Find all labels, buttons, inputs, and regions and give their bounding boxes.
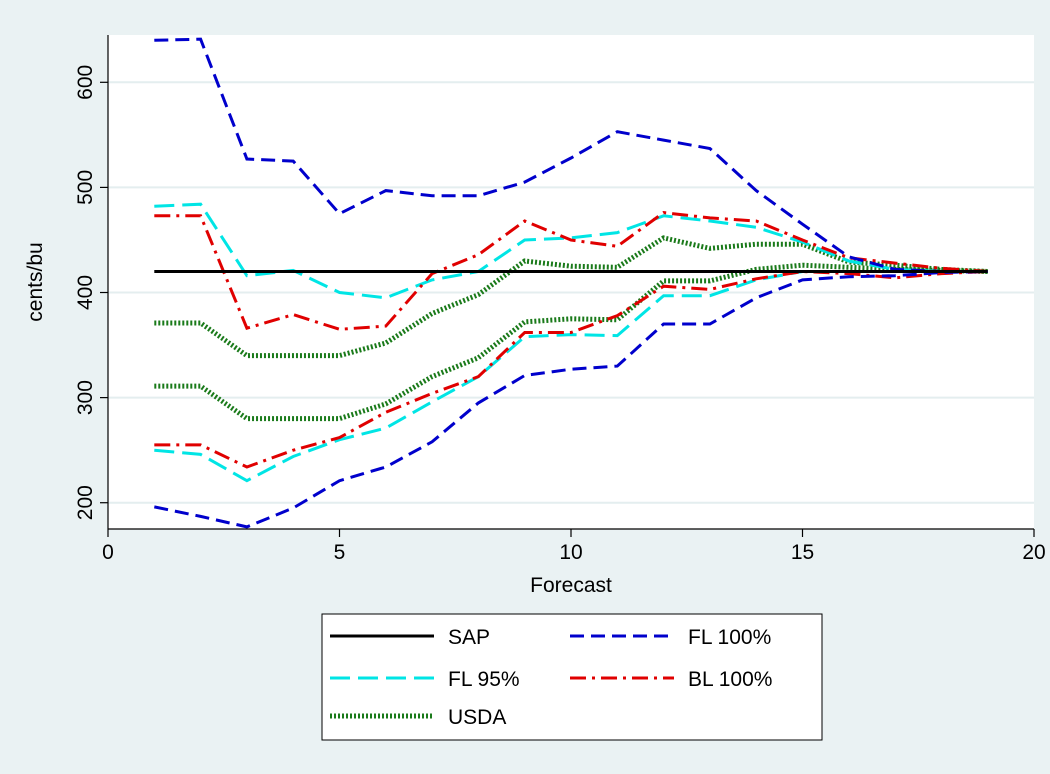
y-tick-label: 200 — [74, 485, 97, 520]
y-tick-label: 600 — [74, 65, 97, 100]
y-tick-label: 400 — [74, 275, 97, 310]
legend-label: SAP — [448, 626, 490, 649]
series-line-usda-upper — [154, 235, 988, 359]
x-tick-label: 0 — [102, 541, 114, 564]
x-tick-label: 15 — [791, 541, 814, 564]
series-line-bl-100--lower — [154, 269, 988, 469]
series-line-fl-100--upper — [154, 37, 988, 273]
series-line-fl-100--lower — [153, 270, 988, 529]
y-tick-label: 500 — [74, 170, 97, 205]
legend-label: BL 100% — [688, 668, 772, 691]
legend-label: FL 100% — [688, 626, 771, 649]
plot-area — [108, 35, 1034, 529]
y-axis-label: cents/bu — [24, 242, 47, 321]
series-line-usda-lower — [154, 262, 988, 422]
y-tick-label: 300 — [74, 380, 97, 415]
legend-label: USDA — [448, 706, 506, 729]
x-tick-label: 5 — [334, 541, 346, 564]
gridlines — [108, 81, 1034, 504]
legend: SAP FL 100% FL 95% BL 100% USDA — [321, 613, 823, 741]
series-layer — [153, 37, 988, 529]
legend-label: FL 95% — [448, 668, 520, 691]
x-ticks: 0 5 10 15 20 — [102, 529, 1046, 564]
y-ticks: 200 300 400 500 600 — [74, 65, 108, 520]
series-line-bl-100--upper — [154, 211, 988, 331]
x-axis-label: Forecast — [530, 574, 612, 597]
x-tick-label: 20 — [1022, 541, 1045, 564]
x-tick-label: 10 — [559, 541, 582, 564]
